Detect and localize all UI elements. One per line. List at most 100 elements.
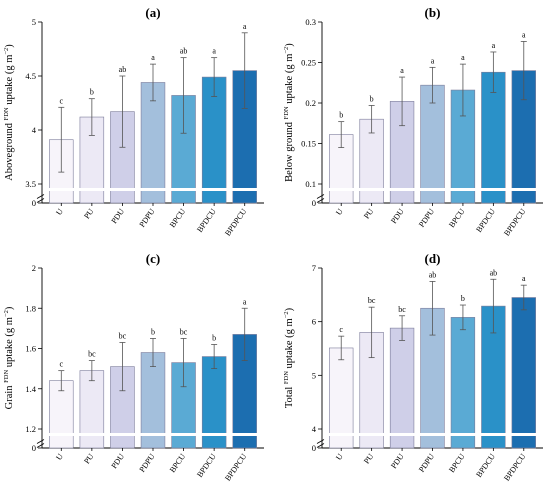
y-axis-label-part: Grain: [4, 383, 15, 410]
chart-panel-2: (b) 0.1 0.15 0.2 0.25 0.3 0 b Ub PU a PDU a PDPU a BPCU…: [283, 5, 543, 238]
x-tick-label: BPDCU: [474, 207, 497, 234]
bar-break-gap: [48, 433, 75, 436]
significance-letter: b: [461, 294, 465, 303]
significance-letter: a: [522, 274, 526, 283]
chart-title: (d): [425, 251, 441, 266]
bar-break-gap: [170, 188, 197, 191]
y-axis-label-part: ): [4, 306, 15, 310]
chart-title: (c): [146, 251, 160, 266]
significance-letter: a: [243, 22, 247, 31]
y-axis-label-part: Aboveground: [4, 120, 15, 180]
y-tick-label: 1.4: [25, 384, 36, 394]
y-axis-label-part: uptake (g m: [284, 318, 295, 371]
axis-break-mark: [36, 439, 45, 448]
x-tick-label: BPCU: [447, 452, 466, 474]
bar: [329, 347, 354, 449]
x-tick-label: U: [54, 207, 65, 217]
bar-break-gap: [389, 188, 415, 191]
bar-break-gap: [358, 433, 385, 436]
y-tick-label: 0.15: [301, 139, 316, 149]
x-tick-label: PDPU: [138, 452, 157, 474]
x-tick-label: BPCU: [168, 207, 187, 229]
y-tick-label-zero: 0: [312, 443, 316, 453]
y-tick-label: 7: [312, 263, 316, 273]
bar-break-gap: [328, 188, 355, 191]
bar: [79, 370, 105, 449]
bar-break-gap: [510, 433, 537, 436]
x-tick-label: BPCU: [168, 452, 187, 474]
x-tick-label: PDU: [389, 207, 406, 225]
y-tick-label: 1.8: [25, 303, 36, 313]
bar-break-gap: [78, 433, 105, 436]
significance-letter: a: [461, 53, 465, 62]
axis-break-mark: [36, 194, 45, 203]
bar-break-gap: [109, 188, 136, 191]
bar: [389, 327, 415, 449]
y-axis-label-part: uptake (g m: [4, 55, 15, 108]
bar-break-gap: [231, 188, 258, 191]
x-tick-label: PU: [82, 452, 95, 466]
x-tick-label: PDU: [110, 452, 127, 470]
axis-break-mark: [316, 194, 325, 203]
significance-letter: b: [90, 88, 94, 97]
significance-letter: ab: [490, 268, 498, 277]
x-tick-label: BPCU: [447, 207, 466, 229]
bar-break-gap: [78, 188, 105, 191]
x-tick-label: BPDPCU: [502, 207, 527, 238]
significance-letter: bc: [398, 305, 406, 314]
x-tick-label: PDPU: [417, 452, 436, 474]
bar-break-gap: [419, 433, 446, 436]
significance-letter: bc: [88, 350, 96, 359]
y-axis-label-part: uptake (g m: [4, 317, 15, 370]
significance-letter: c: [60, 360, 64, 369]
x-tick-label: PDU: [389, 452, 406, 470]
bar-break-gap: [201, 433, 228, 436]
significance-letter: bc: [180, 327, 188, 336]
y-tick-label: 4: [312, 424, 317, 434]
significance-letter: ab: [180, 47, 188, 56]
chart-panel-3: (c) 1.2 1.4 1.6 1.8 2 0 c Ubc PU bc PDU b PDPU bc BPCU b…: [3, 251, 264, 483]
y-axis-label-part: −2: [283, 47, 290, 54]
bar-break-gap: [201, 188, 228, 191]
y-axis-label-part: FDN: [283, 371, 290, 384]
chart-title: (b): [425, 5, 441, 20]
significance-letter: a: [400, 66, 404, 75]
bar-break-gap: [140, 433, 166, 436]
significance-letter: bc: [119, 331, 127, 340]
x-tick-label: PU: [362, 207, 375, 221]
y-tick-label-zero: 0: [312, 198, 316, 208]
x-tick-label: BPDPCU: [223, 207, 248, 238]
chart-panel-1: (a) 3.5 4 4.5 5 0 c Ub PU ab PDU a PDPU ab BPCU a BPDCU a…: [3, 5, 264, 238]
bar-break-gap: [389, 433, 415, 436]
y-tick-label: 4.5: [25, 71, 36, 81]
y-axis-label-part: Below ground: [284, 119, 295, 181]
y-axis-label-part: −2: [283, 311, 290, 318]
significance-letter: a: [151, 53, 155, 62]
significance-letter: b: [151, 327, 155, 336]
y-tick-label: 1.6: [25, 344, 36, 354]
y-tick-label: 1.2: [25, 424, 36, 434]
y-tick-label: 4: [32, 125, 37, 135]
significance-letter: a: [431, 56, 435, 65]
y-axis-label-part: FDN: [3, 107, 10, 120]
y-tick-label: 0.1: [305, 179, 316, 189]
y-tick-label: 2: [32, 263, 36, 273]
bar-break-gap: [450, 433, 476, 436]
x-tick-label: BPDCU: [474, 452, 497, 479]
bar-break-gap: [328, 433, 355, 436]
y-axis-label-part: ): [284, 307, 295, 311]
axis-break-mark: [316, 439, 325, 448]
significance-letter: a: [522, 30, 526, 39]
significance-letter: a: [492, 41, 496, 50]
y-axis-label: Below ground FDN uptake (g m−2): [283, 43, 295, 182]
y-axis-label-part: ): [284, 43, 295, 47]
y-axis-label: Total FDN uptake (g m−2): [283, 307, 295, 408]
bar-break-gap: [358, 188, 385, 191]
x-tick-label: U: [54, 452, 65, 462]
y-axis-label-part: FDN: [283, 106, 290, 119]
bar-break-gap: [140, 188, 166, 191]
x-tick-label: PDPU: [417, 207, 436, 229]
x-tick-label: U: [334, 452, 345, 462]
significance-letter: ab: [119, 65, 127, 74]
